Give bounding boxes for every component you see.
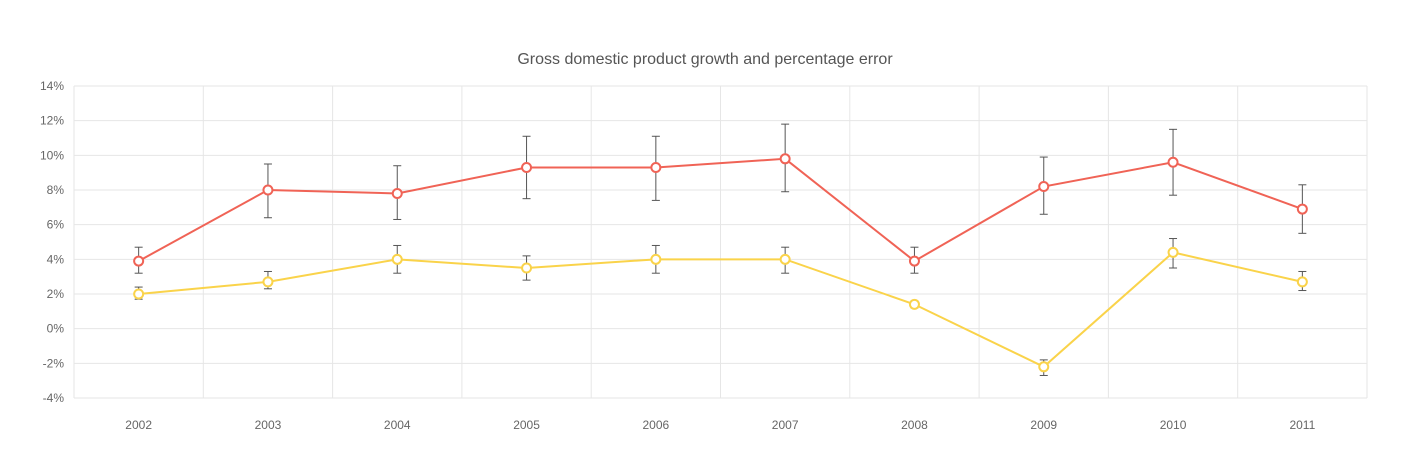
y-tick-label: 6% — [47, 218, 65, 232]
data-point[interactable] — [391, 253, 403, 265]
data-point[interactable] — [1038, 181, 1050, 193]
data-point[interactable] — [391, 187, 403, 199]
data-point[interactable] — [1167, 156, 1179, 168]
y-tick-label: 0% — [47, 322, 65, 336]
data-point[interactable] — [521, 161, 533, 173]
chart-title: Gross domestic product growth and percen… — [517, 51, 893, 68]
data-point[interactable] — [133, 255, 145, 267]
y-tick-label: 4% — [47, 252, 65, 266]
data-point[interactable] — [650, 253, 662, 265]
data-point[interactable] — [1038, 361, 1050, 373]
series-2 — [133, 238, 1308, 376]
y-tick-label: 8% — [47, 183, 65, 197]
data-point[interactable] — [908, 255, 920, 267]
data-point[interactable] — [521, 262, 533, 274]
x-tick-label: 2003 — [255, 418, 282, 432]
y-axis-ticks: -4% -2% 0% 2% 4% 6% 8% 10% 12% 14% — [40, 79, 64, 405]
data-point[interactable] — [262, 276, 274, 288]
y-tick-label: 2% — [47, 287, 65, 301]
y-tick-label: -4% — [43, 391, 65, 405]
data-point[interactable] — [1167, 246, 1179, 258]
x-tick-label: 2009 — [1030, 418, 1057, 432]
series-line — [138, 251, 1303, 368]
x-tick-label: 2011 — [1289, 418, 1315, 432]
data-point[interactable] — [908, 298, 920, 310]
series — [133, 123, 1308, 376]
x-tick-label: 2007 — [772, 418, 799, 432]
y-tick-label: 12% — [40, 114, 64, 128]
x-tick-label: 2006 — [642, 418, 669, 432]
x-tick-label: 2010 — [1160, 418, 1187, 432]
x-tick-label: 2002 — [125, 418, 152, 432]
y-tick-label: 10% — [40, 148, 64, 162]
data-point[interactable] — [779, 153, 791, 165]
data-point[interactable] — [133, 288, 145, 300]
y-tick-label: 14% — [40, 79, 64, 93]
y-tick-label: -2% — [43, 356, 65, 370]
series-line — [138, 157, 1303, 263]
data-point[interactable] — [1296, 276, 1308, 288]
x-tick-label: 2004 — [384, 418, 411, 432]
x-tick-label: 2005 — [513, 418, 540, 432]
series-1 — [133, 123, 1308, 274]
x-axis-ticks: 2002 2003 2004 2005 2006 2007 2008 2009 2010 2011 — [125, 418, 1315, 432]
data-point[interactable] — [779, 253, 791, 265]
data-point[interactable] — [262, 184, 274, 196]
data-point[interactable] — [1296, 203, 1308, 215]
data-point[interactable] — [650, 161, 662, 173]
x-tick-label: 2008 — [901, 418, 928, 432]
